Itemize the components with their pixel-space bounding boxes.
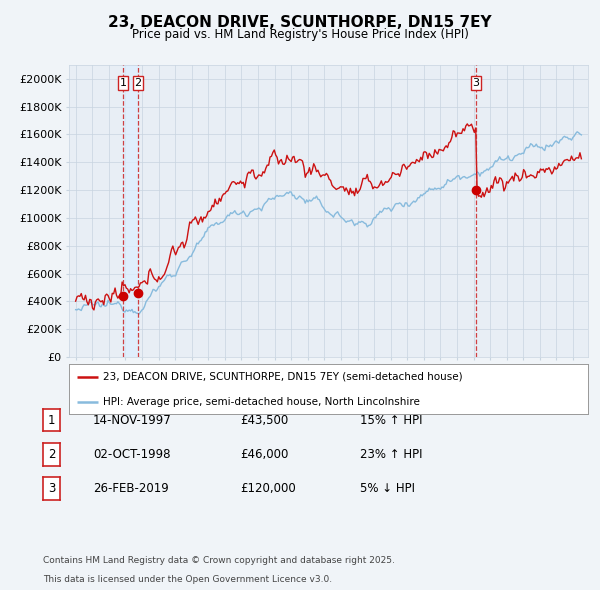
Text: 1: 1 bbox=[48, 414, 55, 427]
Text: £43,500: £43,500 bbox=[240, 414, 288, 427]
Text: 23% ↑ HPI: 23% ↑ HPI bbox=[360, 448, 422, 461]
Text: 02-OCT-1998: 02-OCT-1998 bbox=[93, 448, 170, 461]
Text: 23, DEACON DRIVE, SCUNTHORPE, DN15 7EY: 23, DEACON DRIVE, SCUNTHORPE, DN15 7EY bbox=[108, 15, 492, 30]
Text: 14-NOV-1997: 14-NOV-1997 bbox=[93, 414, 172, 427]
Text: 15% ↑ HPI: 15% ↑ HPI bbox=[360, 414, 422, 427]
Text: £120,000: £120,000 bbox=[240, 482, 296, 495]
Text: 26-FEB-2019: 26-FEB-2019 bbox=[93, 482, 169, 495]
Text: 23, DEACON DRIVE, SCUNTHORPE, DN15 7EY (semi-detached house): 23, DEACON DRIVE, SCUNTHORPE, DN15 7EY (… bbox=[103, 372, 463, 382]
Text: This data is licensed under the Open Government Licence v3.0.: This data is licensed under the Open Gov… bbox=[43, 575, 332, 584]
Text: 3: 3 bbox=[473, 78, 479, 88]
Text: 3: 3 bbox=[48, 482, 55, 495]
Text: Contains HM Land Registry data © Crown copyright and database right 2025.: Contains HM Land Registry data © Crown c… bbox=[43, 556, 395, 565]
Text: 5% ↓ HPI: 5% ↓ HPI bbox=[360, 482, 415, 495]
Text: Price paid vs. HM Land Registry's House Price Index (HPI): Price paid vs. HM Land Registry's House … bbox=[131, 28, 469, 41]
Text: 2: 2 bbox=[48, 448, 55, 461]
Text: 1: 1 bbox=[120, 78, 127, 88]
Text: HPI: Average price, semi-detached house, North Lincolnshire: HPI: Average price, semi-detached house,… bbox=[103, 396, 419, 407]
Bar bbox=[123, 65, 138, 357]
Text: £46,000: £46,000 bbox=[240, 448, 289, 461]
Text: 2: 2 bbox=[134, 78, 142, 88]
